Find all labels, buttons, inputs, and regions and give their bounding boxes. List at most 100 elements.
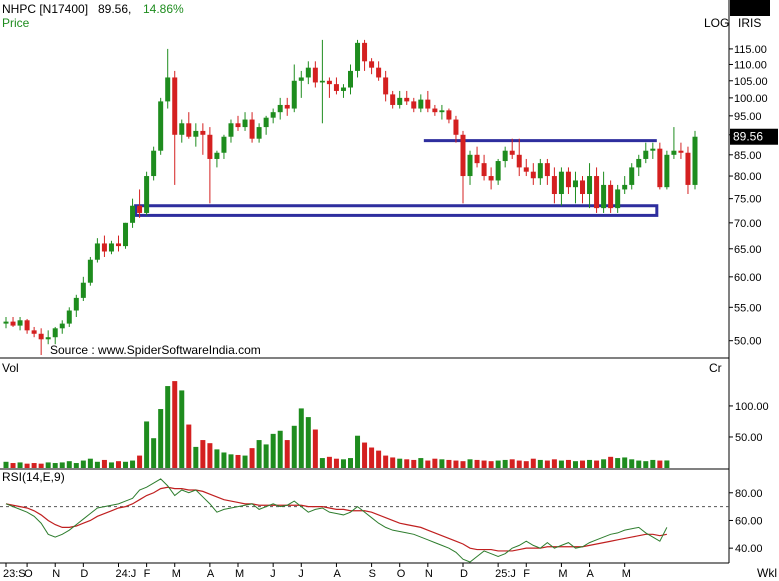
candle-body (516, 154, 522, 168)
candle (523, 158, 529, 177)
volume-bar (544, 460, 550, 468)
candle (256, 123, 262, 143)
candle (186, 112, 192, 139)
price-tick-label: 105.00 (734, 76, 768, 88)
price-tick-label: 95.00 (734, 111, 762, 123)
volume-bar (355, 435, 361, 468)
volume-bar (348, 458, 353, 468)
candle-body (291, 80, 297, 109)
price-tick-label: 75.00 (734, 194, 762, 206)
candle-body (228, 123, 234, 137)
candle (474, 146, 480, 168)
candle-body (376, 67, 382, 78)
candle-body (305, 67, 311, 78)
candle-body (52, 328, 58, 338)
candle-body (38, 333, 44, 340)
candle-body (263, 117, 269, 128)
volume-bar (530, 458, 536, 468)
candle (664, 150, 670, 190)
x-tick-label: F (144, 568, 151, 580)
candle (481, 154, 487, 181)
volume-bar (277, 430, 283, 468)
volume-unit: Cr (709, 361, 722, 375)
candle (650, 142, 656, 159)
candle (629, 163, 635, 190)
price-tick-label: 100.00 (734, 93, 768, 105)
candle (130, 198, 136, 228)
volume-bar (24, 463, 30, 468)
candle (24, 318, 30, 334)
x-tick-label: N (52, 568, 60, 580)
volume-bar (558, 460, 564, 468)
candle (284, 97, 290, 116)
candle (73, 294, 79, 317)
x-tick-label: A (207, 568, 215, 580)
candle-body (73, 297, 79, 311)
candle (45, 330, 51, 345)
volume-bar (580, 460, 586, 468)
volume-bar (108, 462, 114, 468)
candle-body (495, 161, 501, 181)
candle-body (59, 323, 65, 329)
candle (221, 134, 227, 159)
candle (94, 238, 100, 263)
candle-body (200, 130, 206, 135)
volume-bar (340, 459, 346, 468)
x-tick-label: M (172, 568, 181, 580)
source-label: Source : www.SpiderSoftwareIndia.com (50, 343, 261, 357)
volume-bar (298, 408, 304, 468)
candle (235, 115, 241, 131)
candle (460, 130, 466, 204)
volume-bar (115, 461, 121, 468)
candle-body (509, 150, 515, 155)
candle (390, 90, 396, 109)
price-tick-label: 80.00 (734, 171, 762, 183)
candle-body (446, 110, 452, 120)
volume-bar (333, 458, 339, 468)
candle-body (80, 282, 86, 298)
volume-bar (305, 417, 311, 468)
candle-body (432, 108, 438, 113)
x-tick-label: F (523, 568, 530, 580)
candle-body (172, 77, 178, 135)
candle (59, 320, 65, 334)
candle (580, 176, 586, 204)
log-scale-button[interactable]: LOG (704, 16, 729, 30)
candle (52, 326, 58, 345)
candle-body (692, 136, 698, 185)
candle (643, 142, 649, 164)
candle-body (404, 97, 410, 102)
volume-bar (565, 459, 571, 468)
candle (439, 104, 445, 120)
volume-bar (411, 459, 417, 468)
volume-bar (481, 460, 487, 468)
support-zone-box (134, 204, 659, 217)
candle-body (10, 321, 16, 326)
candle (362, 39, 368, 71)
candle-body (523, 167, 529, 172)
candle-body (488, 176, 494, 181)
candle (376, 61, 382, 81)
volume-bar (207, 443, 213, 468)
candle (692, 130, 698, 190)
iris-button[interactable]: IRIS (738, 16, 761, 30)
volume-bar (94, 461, 100, 468)
candle (101, 235, 107, 257)
rsi-signal-line (5, 486, 667, 552)
candle (319, 39, 325, 124)
candle (572, 171, 578, 204)
x-tick-label: S (369, 568, 376, 580)
candle-body (460, 134, 466, 177)
volume-bar (319, 458, 325, 468)
volume-bar (418, 458, 424, 468)
volume-bar (383, 455, 389, 468)
x-tick-label: M (235, 568, 244, 580)
volume-bar (629, 459, 635, 468)
x-tick-label: A (587, 568, 595, 580)
x-tick-label: D (460, 568, 468, 580)
volume-bar (657, 460, 663, 468)
candle-body (411, 101, 417, 109)
volume-bar (123, 461, 129, 468)
x-tick-label: 24:J (115, 568, 136, 580)
candle (193, 123, 199, 147)
